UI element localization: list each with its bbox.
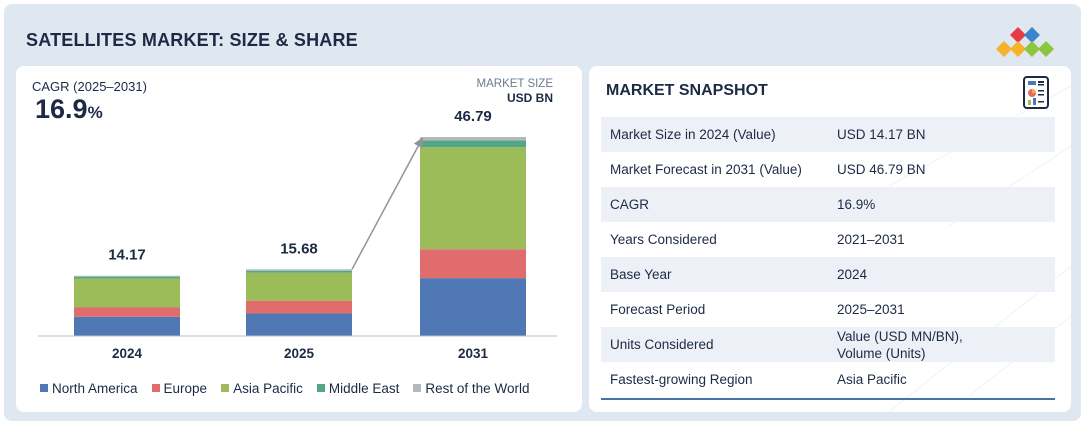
legend-item-rest-of-the-world: Rest of the World [413,381,529,396]
legend-swatch [316,384,325,392]
snapshot-key: Years Considered [610,232,717,247]
report-icon [1023,76,1049,109]
legend-swatch [221,384,230,392]
chart-legend: North America Europe Asia Pacific Middle Ea… [40,380,570,396]
bar-2025-asia-pacific [246,272,352,301]
snapshot-row: Forecast Period 2025–2031 [601,292,1055,327]
snapshot-row: Years Considered 2021–2031 [601,222,1055,257]
legend-item-middle-east: Middle East [316,380,400,396]
snapshot-value: USD 14.17 BN [837,127,926,142]
logo-diamond-blue [1024,27,1040,43]
snapshot-row: Units Considered Value (USD MN/BN), Volume… [601,327,1055,362]
legend-item-asia-pacific: Asia Pacific [221,381,303,396]
snapshot-value: 16.9% [837,197,876,212]
snapshot-key: Units Considered [610,337,714,352]
cagr-number: 16.9 [35,94,88,124]
snapshot-value: 2021–2031 [837,232,905,247]
legend-label: Middle East [328,380,400,396]
diamond-logo [996,27,1054,57]
legend-label: Asia Pacific [233,380,303,396]
bar-2031-europe [420,249,526,279]
bar-2031-north-america [420,278,526,336]
snapshot-key: Fastest-growing Region [610,372,753,387]
legend-swatch [40,384,48,392]
bar-2024-north-america [74,316,180,336]
logo-diamond-green-center [1024,41,1040,57]
x-tick-label-2024: 2024 [112,346,143,361]
snapshot-value: 2024 [837,267,868,282]
legend-item-north-america: North America [40,381,138,396]
logo-diamond-yellow-center [1010,41,1026,57]
snapshot-key: Forecast Period [610,302,706,317]
bar-2031-rest-of-the-world [420,137,526,141]
total-label-2031: 46.79 [454,108,492,125]
snapshot-bottom-rule [601,398,1055,400]
legend-label: Rest of the World [425,380,530,396]
bar-2024-europe [74,307,180,317]
x-tick-label-2031: 2031 [458,346,489,361]
snapshot-row: Base Year 2024 [601,257,1055,292]
bar-2031-asia-pacific [420,147,526,250]
snapshot-value: Value (USD MN/BN), Volume (Units) [837,328,963,361]
snapshot-row: Fastest-growing Region Asia Pacific [601,362,1055,397]
market-size-label: MARKET SIZE USD BN [477,78,553,105]
bar-2024-asia-pacific [74,278,180,308]
snapshot-row: CAGR 16.9% [601,187,1055,222]
bar-2024-rest-of-the-world [74,275,180,277]
snapshot-value: Asia Pacific [837,372,907,387]
cagr-value: 16.9% [35,94,103,125]
logo-diamond-green [1038,41,1054,57]
legend-swatch [413,384,422,392]
snapshot-table: Market Size in 2024 (Value) USD 14.17 BN M… [601,117,1055,397]
snapshot-value: 2025–2031 [837,302,905,317]
snapshot-key: Market Size in 2024 (Value) [610,127,776,142]
bar-2024-middle-east [74,276,180,279]
bar-2025-europe [246,300,352,314]
bar-2025-north-america [246,313,352,336]
cagr-label: CAGR (2025–2031) [32,79,147,94]
x-tick-label-2025: 2025 [284,346,315,361]
legend-item-europe: Europe [151,380,208,396]
bar-2025-rest-of-the-world [246,269,352,271]
snapshot-value: USD 46.79 BN [837,162,926,177]
bar-2025-middle-east [246,270,352,273]
market-size-caption: MARKET SIZE [476,78,553,90]
snapshot-row: Market Size in 2024 (Value) USD 14.17 BN [601,117,1055,152]
legend-label: Europe [163,380,208,396]
total-label-2025: 15.68 [280,240,318,257]
cagr-unit: % [87,103,103,122]
logo-diamond-orange [996,41,1012,57]
snapshot-title: MARKET SNAPSHOT [606,82,768,99]
snapshot-key: Market Forecast in 2031 (Value) [610,162,802,177]
bar-2031-middle-east [420,140,526,148]
logo-diamond-red [1010,27,1026,43]
market-size-unit: USD BN [506,91,553,105]
total-label-2024: 14.17 [108,247,146,264]
snapshot-key: CAGR [610,197,650,212]
growth-arrow [351,137,423,270]
snapshot-key: Base Year [610,267,672,282]
legend-swatch [151,384,160,392]
snapshot-row: Market Forecast in 2031 (Value) USD 46.79… [601,152,1055,187]
legend-label: North America [52,380,138,396]
page-title: SATELLITES MARKET: SIZE & SHARE [26,30,358,50]
